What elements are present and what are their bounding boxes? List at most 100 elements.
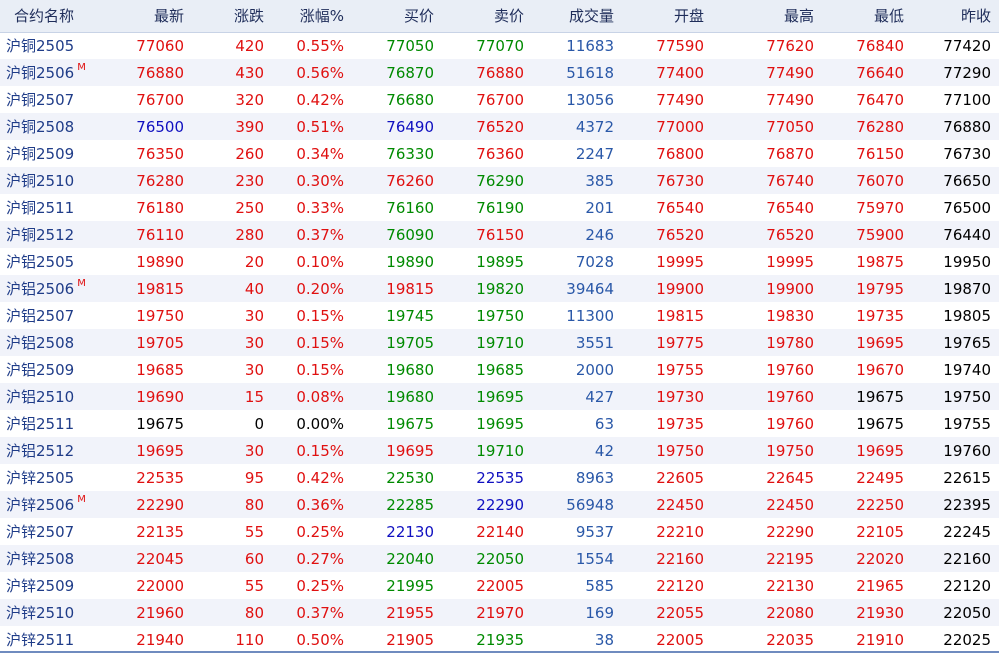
contract-name-cell[interactable]: 沪锌2511 [0,626,112,653]
table-row[interactable]: 沪铝2510 19690 15 0.08% 19680 19695 427 19730 1976… [0,383,999,410]
cell-low: 19875 [856,252,904,271]
cell-vol: 9537 [575,522,614,541]
contract-name-cell[interactable]: 沪铜2507 [0,86,112,113]
table-row[interactable]: 沪铜2509 76350 260 0.34% 76330 76360 2247 76800 76… [0,140,999,167]
contract-name-cell[interactable]: 沪铜2510 [0,167,112,194]
contract-name-cell[interactable]: 沪锌2510 [0,599,112,626]
table-row[interactable]: 沪铝2507 19750 30 0.15% 19745 19750 11300 19815 19… [0,302,999,329]
table-row[interactable]: 沪铝2508 19705 30 0.15% 19705 19710 3551 19775 197… [0,329,999,356]
cell-open: 77000 [656,117,704,136]
cell-low: 19695 [856,441,904,460]
contract-name: 沪铜2510 [6,172,75,190]
contract-name-cell[interactable]: 沪铜2508 [0,113,112,140]
cell-open: 19730 [656,387,704,406]
cell-vol: 39464 [566,279,614,298]
contract-name-cell[interactable]: 沪铜2509 [0,140,112,167]
table-row[interactable]: 沪铜2506 M 76880 430 0.56% 76870 76880 51618 77400… [0,59,999,86]
contract-name-cell[interactable]: 沪铜2506 M [0,59,112,86]
contract-name-cell[interactable]: 沪锌2509 [0,572,112,599]
cell-high: 19900 [766,279,814,298]
table-row[interactable]: 沪锌2507 22135 55 0.25% 22130 22140 9537 22210 222… [0,518,999,545]
cell-chg: 230 [235,171,264,190]
contract-name-cell[interactable]: 沪铜2512 [0,221,112,248]
cell-pct: 0.25% [296,576,344,595]
contract-name: 沪锌2509 [6,577,75,595]
table-row[interactable]: 沪锌2511 21940 110 0.50% 21905 21935 38 22005 2203… [0,626,999,653]
cell-low: 19735 [856,306,904,325]
cell-ask: 19695 [476,387,524,406]
contract-name: 沪铝2506 [6,280,75,298]
cell-prev: 22120 [943,576,991,595]
cell-prev: 19740 [943,360,991,379]
table-row[interactable]: 沪铜2505 77060 420 0.55% 77050 77070 11683 77590 7… [0,32,999,59]
cell-open: 76800 [656,144,704,163]
col-header-bid[interactable]: 买价 [352,0,442,33]
table-row[interactable]: 沪锌2505 22535 95 0.42% 22530 22535 8963 22605 226… [0,464,999,491]
cell-last: 77060 [136,36,184,55]
cell-high: 22450 [766,495,814,514]
table-row[interactable]: 沪铝2509 19685 30 0.15% 19680 19685 2000 19755 197… [0,356,999,383]
contract-name-cell[interactable]: 沪锌2508 [0,545,112,572]
cell-ask: 19710 [476,441,524,460]
table-row[interactable]: 沪铜2507 76700 320 0.42% 76680 76700 13056 77490 7… [0,86,999,113]
cell-prev: 76650 [943,171,991,190]
table-row[interactable]: 沪锌2506 M 22290 80 0.36% 22285 22290 56948 22450 2… [0,491,999,518]
table-row[interactable]: 沪锌2509 22000 55 0.25% 21995 22005 585 22120 2213… [0,572,999,599]
cell-bid: 21905 [386,630,434,649]
table-row[interactable]: 沪铜2511 76180 250 0.33% 76160 76190 201 76540 765… [0,194,999,221]
contract-name-cell[interactable]: 沪铝2509 [0,356,112,383]
contract-name-cell[interactable]: 沪铜2511 [0,194,112,221]
col-header-open[interactable]: 开盘 [622,0,712,33]
col-header-vol[interactable]: 成交量 [532,0,622,33]
contract-name-cell[interactable]: 沪锌2506 M [0,491,112,518]
table-row[interactable]: 沪铜2510 76280 230 0.30% 76260 76290 385 76730 767… [0,167,999,194]
cell-prev: 22395 [943,495,991,514]
col-header-name[interactable]: 合约名称 [0,0,112,33]
cell-open: 77590 [656,36,704,55]
cell-vol: 51618 [566,63,614,82]
col-header-chg[interactable]: 涨跌 [192,0,272,33]
table-row[interactable]: 沪铜2512 76110 280 0.37% 76090 76150 246 76520 765… [0,221,999,248]
cell-last: 22135 [136,522,184,541]
table-row[interactable]: 沪铝2505 19890 20 0.10% 19890 19895 7028 19995 199… [0,248,999,275]
contract-name-cell[interactable]: 沪铜2505 [0,32,112,59]
table-row[interactable]: 沪铜2508 76500 390 0.51% 76490 76520 4372 77000 77… [0,113,999,140]
contract-name-cell[interactable]: 沪锌2507 [0,518,112,545]
table-row[interactable]: 沪锌2508 22045 60 0.27% 22040 22050 1554 22160 221… [0,545,999,572]
cell-low: 19695 [856,333,904,352]
col-header-low[interactable]: 最低 [822,0,912,33]
col-header-high[interactable]: 最高 [712,0,822,33]
cell-vol: 4372 [575,117,614,136]
table-row[interactable]: 沪铝2511 19675 0 0.00% 19675 19695 63 19735 19760 1… [0,410,999,437]
cell-prev: 76730 [943,144,991,163]
contract-name-cell[interactable]: 沪铝2512 [0,437,112,464]
contract-name-cell[interactable]: 沪铝2508 [0,329,112,356]
table-row[interactable]: 沪锌2510 21960 80 0.37% 21955 21970 169 22055 2208… [0,599,999,626]
col-header-last[interactable]: 最新 [112,0,192,33]
cell-low: 76640 [856,63,904,82]
cell-prev: 76500 [943,198,991,217]
cell-bid: 76330 [386,144,434,163]
cell-high: 76540 [766,198,814,217]
contract-name: 沪铝2511 [6,415,75,433]
contract-name-cell[interactable]: 沪铝2507 [0,302,112,329]
cell-pct: 0.15% [296,441,344,460]
cell-pct: 0.08% [296,387,344,406]
cell-last: 76110 [136,225,184,244]
contract-name-cell[interactable]: 沪铝2510 [0,383,112,410]
bottom-divider [0,651,999,653]
table-row[interactable]: 沪铝2512 19695 30 0.15% 19695 19710 42 19750 19750… [0,437,999,464]
contract-name-cell[interactable]: 沪锌2505 [0,464,112,491]
cell-open: 19750 [656,441,704,460]
contract-name-cell[interactable]: 沪铝2511 [0,410,112,437]
cell-high: 19750 [766,441,814,460]
table-row[interactable]: 沪铝2506 M 19815 40 0.20% 19815 19820 39464 19900 1… [0,275,999,302]
cell-vol: 2000 [575,360,614,379]
col-header-ask[interactable]: 卖价 [442,0,532,33]
cell-ask: 22050 [476,549,524,568]
col-header-prev[interactable]: 昨收 [912,0,999,33]
cell-low: 21910 [856,630,904,649]
contract-name-cell[interactable]: 沪铝2505 [0,248,112,275]
contract-name-cell[interactable]: 沪铝2506 M [0,275,112,302]
col-header-pct[interactable]: 涨幅% [272,0,352,33]
